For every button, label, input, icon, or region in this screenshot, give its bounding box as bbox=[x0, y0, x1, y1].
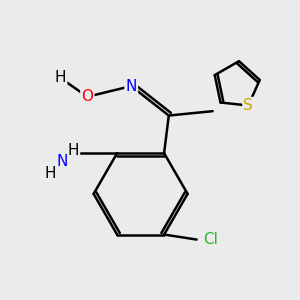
Text: H: H bbox=[55, 70, 66, 86]
Text: N: N bbox=[56, 154, 68, 169]
Text: O: O bbox=[81, 89, 93, 104]
Text: H: H bbox=[68, 143, 79, 158]
Text: H: H bbox=[45, 166, 56, 181]
Text: S: S bbox=[243, 98, 253, 113]
Text: N: N bbox=[125, 79, 137, 94]
Text: Cl: Cl bbox=[203, 232, 218, 247]
